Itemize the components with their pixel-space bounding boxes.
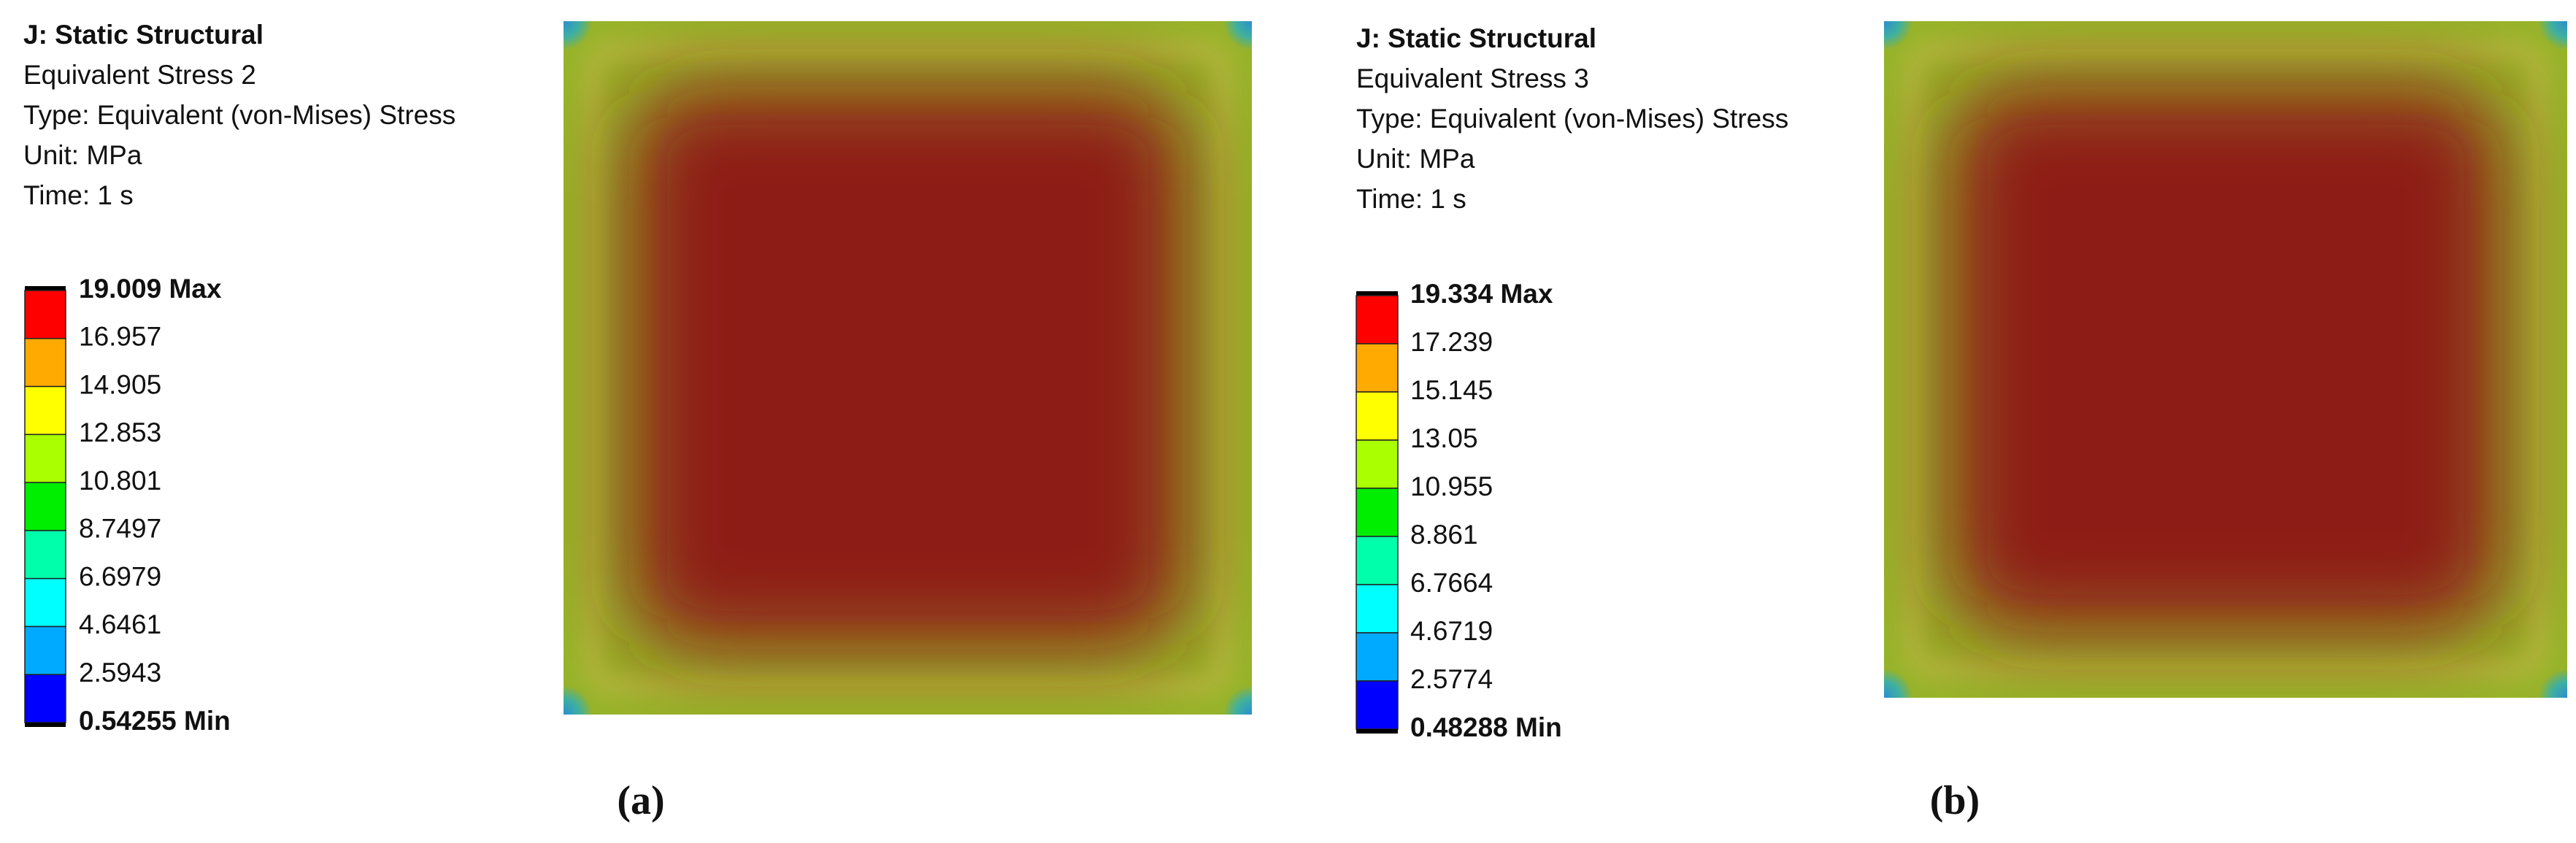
header-line: J: Static Structural xyxy=(23,20,264,50)
contour-plot xyxy=(1884,21,2567,698)
corner-spot xyxy=(2538,669,2567,698)
header-line: Type: Equivalent (von-Mises) Stress xyxy=(1356,104,1788,134)
legend-band xyxy=(1356,584,1399,634)
legend-cap xyxy=(25,723,66,727)
legend-label: 6.7664 xyxy=(1410,568,1493,598)
legend-label: 6.6979 xyxy=(79,561,161,591)
corner-spot xyxy=(1884,21,1913,50)
header-line: J: Static Structural xyxy=(1356,23,1596,53)
legend-label: 15.145 xyxy=(1410,375,1493,405)
header-line: Time: 1 s xyxy=(1356,184,1466,214)
legend-band xyxy=(24,482,66,531)
legend-label: 0.54255 Min xyxy=(79,706,231,736)
legend-label: 12.853 xyxy=(79,417,161,447)
contour-plot xyxy=(564,21,1252,715)
legend-label: 13.05 xyxy=(1410,423,1478,453)
legend-cap xyxy=(1356,291,1398,296)
legend-label: 8.7497 xyxy=(79,514,161,544)
header-line: Unit: MPa xyxy=(1356,144,1475,174)
legend-band xyxy=(1356,439,1399,489)
legend-band xyxy=(24,385,66,436)
legend-label: 14.905 xyxy=(79,369,161,399)
legend-band xyxy=(24,530,66,580)
legend-band xyxy=(1356,680,1399,730)
header-line: Unit: MPa xyxy=(23,140,142,170)
legend-band xyxy=(24,434,66,483)
header-line: Time: 1 s xyxy=(23,180,134,210)
corner-spot xyxy=(2538,21,2567,50)
legend-label: 19.009 Max xyxy=(79,274,222,304)
legend-band xyxy=(1356,295,1399,344)
legend-label: 2.5943 xyxy=(79,658,161,688)
legend-label: 0.48288 Min xyxy=(1410,712,1562,742)
corner-spot xyxy=(564,685,593,715)
legend-label: 16.957 xyxy=(79,322,161,352)
corner-spot xyxy=(564,21,593,50)
stress-core xyxy=(1950,87,2502,632)
legend-band xyxy=(24,625,66,675)
legend-label: 2.5774 xyxy=(1410,664,1493,694)
header-line: Equivalent Stress 3 xyxy=(1356,63,1589,93)
legend-label: 10.955 xyxy=(1410,471,1493,501)
legend-label: 17.239 xyxy=(1410,327,1493,357)
legend-label: 4.6719 xyxy=(1410,616,1493,646)
legend-label: 8.861 xyxy=(1410,520,1478,550)
legend-band xyxy=(1356,391,1399,441)
legend-label: 4.6461 xyxy=(79,609,161,639)
legend-band xyxy=(24,338,66,388)
legend-band xyxy=(1356,488,1399,537)
edge-band xyxy=(1906,43,2545,676)
legend-band xyxy=(1356,632,1399,682)
legend-band xyxy=(1356,343,1399,393)
header-line: Type: Equivalent (von-Mises) Stress xyxy=(23,100,455,130)
legend-label: 19.334 Max xyxy=(1410,279,1553,309)
corner-spot xyxy=(1223,21,1252,50)
legend-label: 10.801 xyxy=(79,466,161,496)
corner-spot xyxy=(1223,685,1252,715)
caption: (b) xyxy=(1930,778,1980,823)
legend-band xyxy=(24,577,66,628)
legend-band xyxy=(24,674,66,723)
header-line: Equivalent Stress 2 xyxy=(23,60,256,90)
stress-core xyxy=(629,87,1186,649)
legend-cap xyxy=(1356,729,1398,734)
caption: (a) xyxy=(617,778,664,823)
corner-spot xyxy=(1884,669,1913,698)
legend-band xyxy=(1356,536,1399,585)
legend-cap xyxy=(25,286,66,290)
legend-band xyxy=(24,290,66,339)
edge-band xyxy=(585,43,1230,693)
